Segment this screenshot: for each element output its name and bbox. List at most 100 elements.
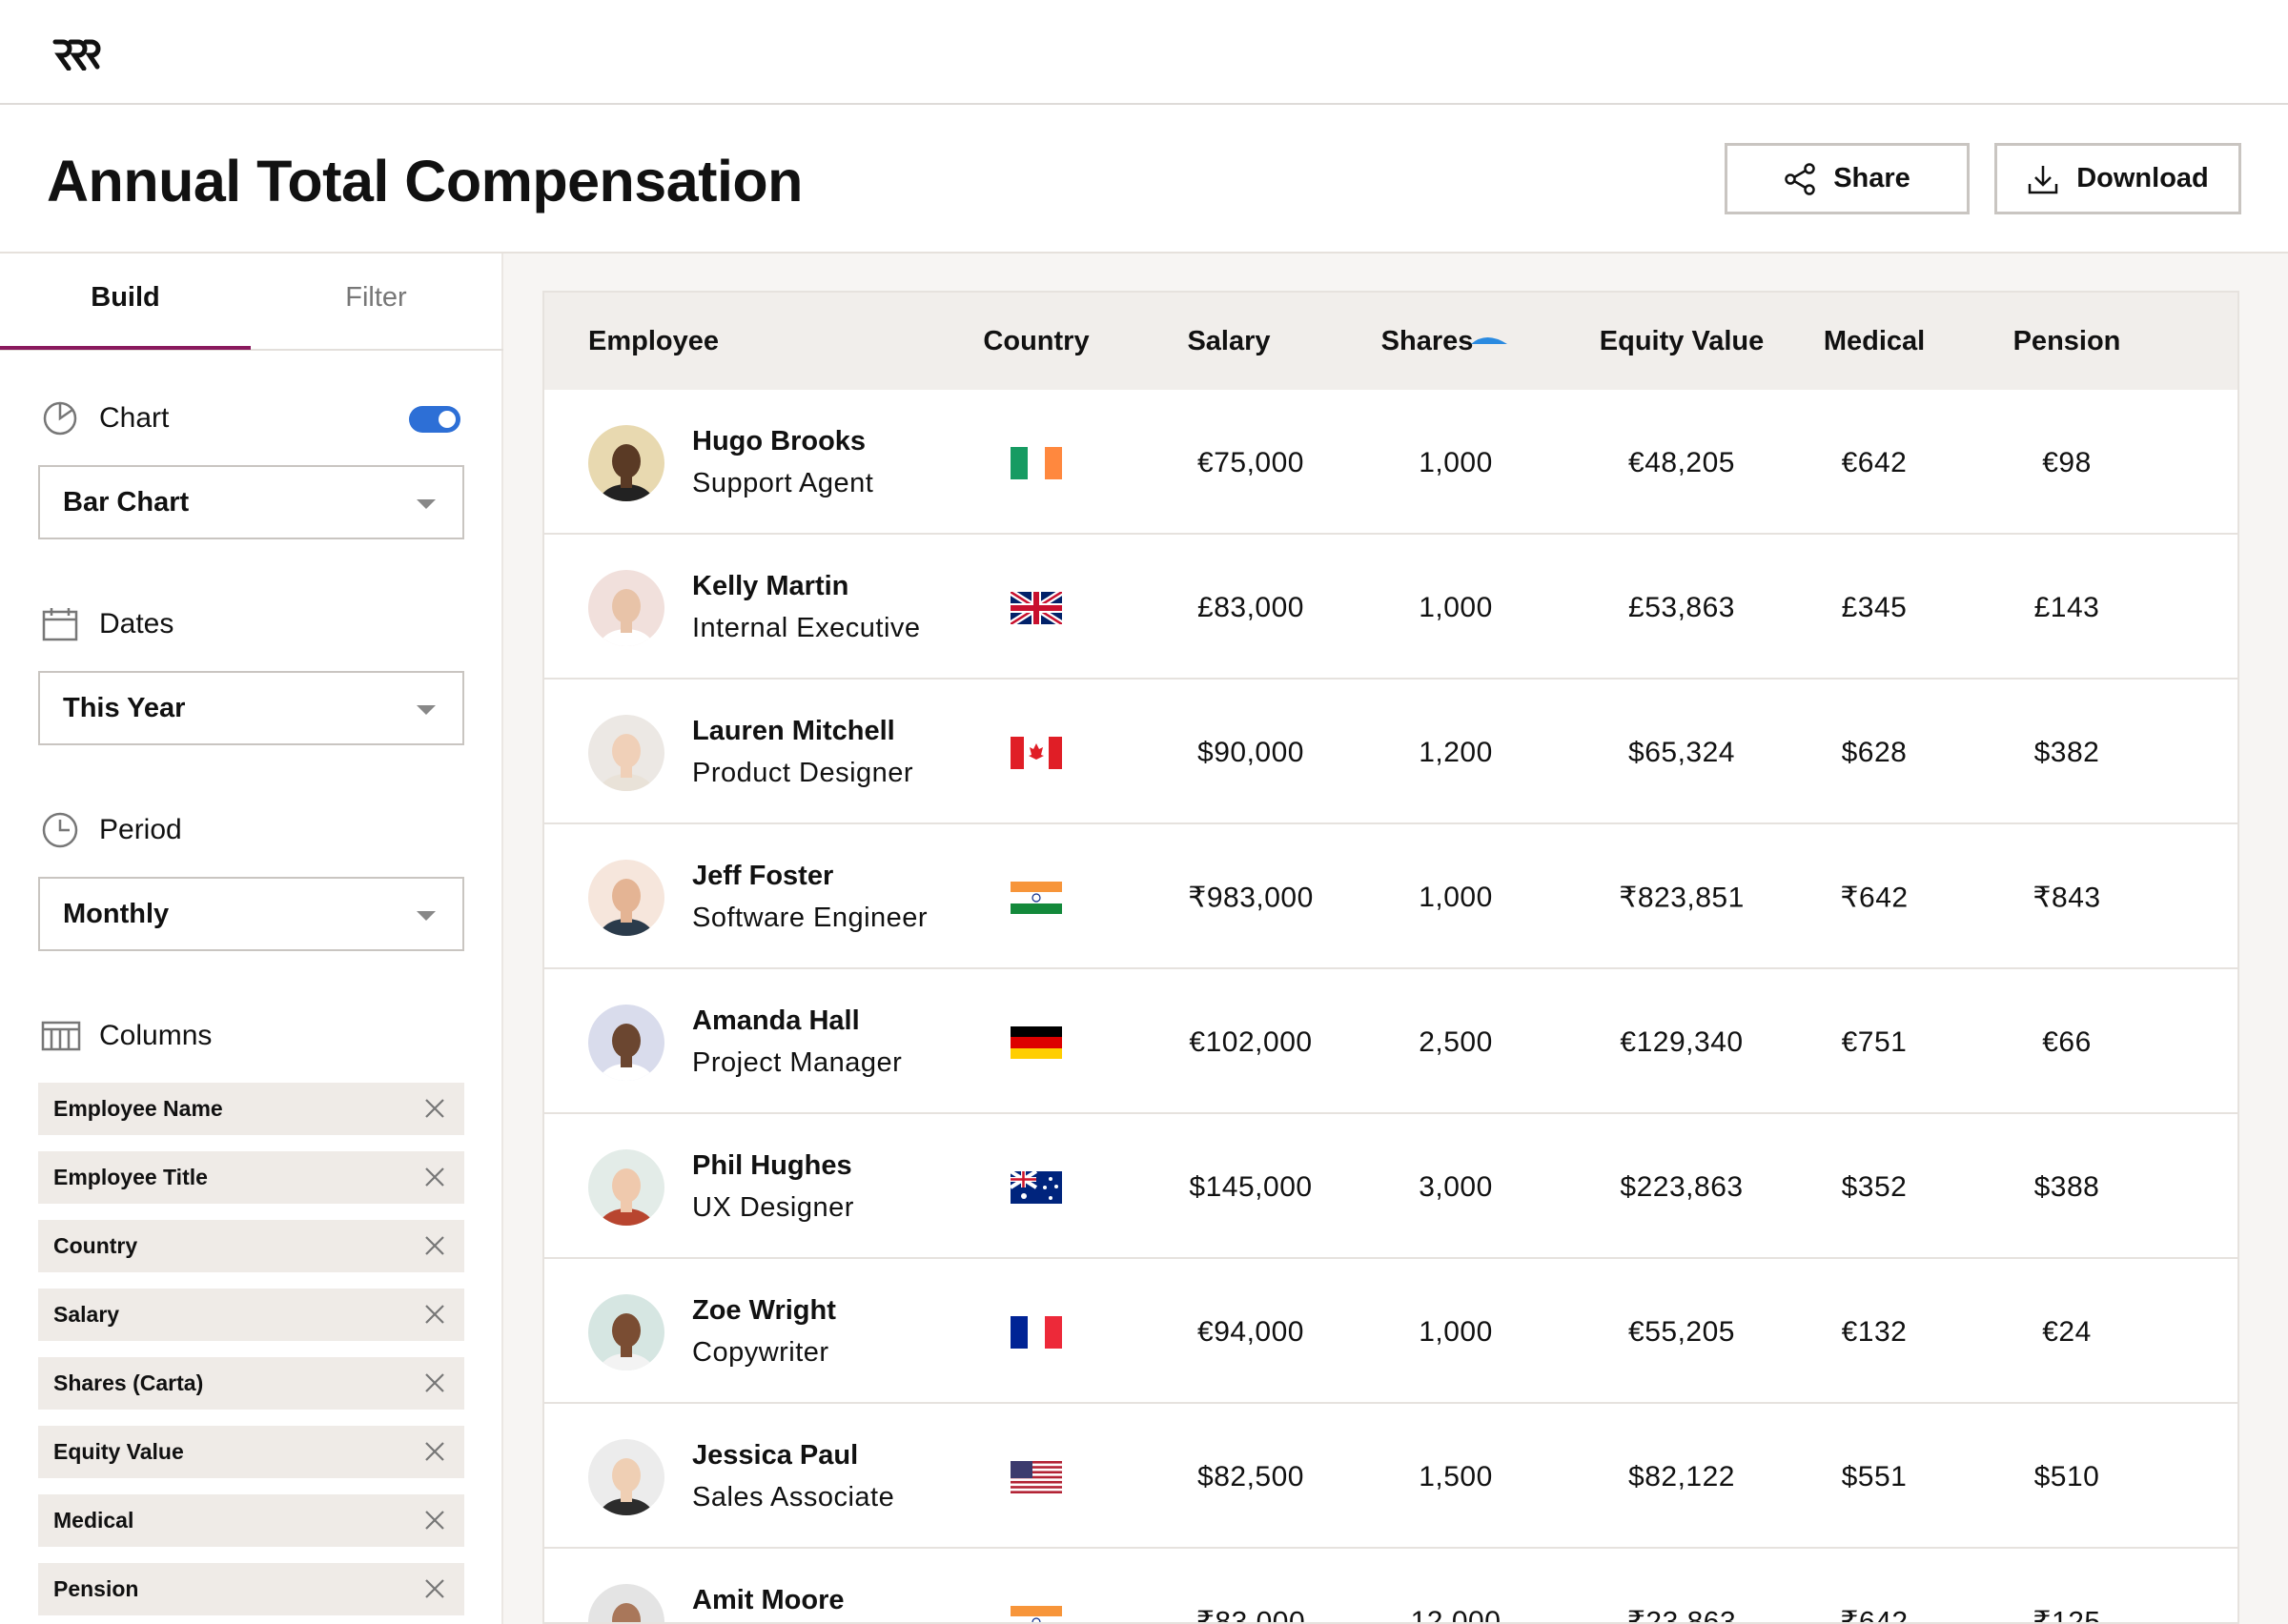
employee-name: Hugo Brooks: [692, 426, 867, 457]
employee-title: Product Designer: [692, 758, 914, 788]
column-header[interactable]: Pension: [2012, 326, 2121, 356]
employee-title: Project Manager: [692, 1047, 903, 1078]
avatar: [588, 715, 664, 796]
column-header[interactable]: Employee: [588, 326, 719, 356]
employee-title: Copywriter: [692, 1337, 829, 1368]
tab-filter[interactable]: Filter: [345, 282, 407, 313]
page-title: Annual Total Compensation: [47, 149, 803, 213]
table-row[interactable]: Jessica Paul Sales Associate $82,500 1,500 $…: [544, 1404, 2237, 1549]
tab-divider: [0, 349, 503, 351]
flag: [1011, 1606, 1062, 1622]
table-row[interactable]: Zoe Wright Copywriter €94,000 1,000 €55,205 €…: [544, 1259, 2237, 1404]
column-header[interactable]: Shares: [1380, 326, 1474, 356]
flag: [1011, 447, 1062, 479]
cell-shares: 1,200: [1419, 737, 1493, 768]
logo[interactable]: [51, 38, 101, 71]
cell-pension: ₹125: [2033, 1606, 2101, 1624]
chip-remove[interactable]: [424, 1510, 445, 1531]
column-chip: Equity Value: [38, 1426, 464, 1478]
avatar: [588, 860, 664, 941]
cell-equity: $65,324: [1628, 737, 1735, 768]
avatar-image: [588, 715, 664, 791]
cell-medical: ₹642: [1840, 882, 1909, 914]
employee-title: Support Agent: [692, 468, 874, 498]
cell-shares: 2,500: [1419, 1026, 1493, 1058]
dropdown-value: Bar Chart: [63, 486, 190, 518]
column-header[interactable]: Equity Value: [1599, 326, 1765, 356]
cell-salary: ₹983,000: [1188, 882, 1314, 914]
cell-pension: $382: [2033, 737, 2100, 768]
employee-name: Amanda Hall: [692, 1005, 860, 1036]
chip-label: Pension: [53, 1576, 139, 1601]
cell-medical: ₹642: [1840, 1606, 1909, 1624]
caret: [417, 911, 436, 921]
tab-build[interactable]: Build: [91, 282, 160, 313]
cell-salary: €75,000: [1197, 447, 1304, 478]
avatar-image: [588, 1005, 664, 1081]
cell-shares: 1,000: [1419, 1316, 1493, 1348]
column-header[interactable]: Medical: [1823, 326, 1926, 356]
country-flag: [1011, 1606, 1062, 1622]
column-header[interactable]: Country: [983, 326, 1090, 356]
chart-dropdown[interactable]: Bar Chart: [38, 465, 464, 539]
cell-medical: $628: [1841, 737, 1908, 768]
x-icon: [425, 1236, 444, 1255]
avatar: [588, 570, 664, 651]
avatar-image: [588, 1294, 664, 1370]
cell-shares: 12,000: [1410, 1606, 1502, 1624]
chip-remove[interactable]: [424, 1578, 445, 1599]
sort-indicator: [1469, 335, 1509, 353]
chip-remove[interactable]: [424, 1441, 445, 1462]
column-chip: Salary: [38, 1289, 464, 1341]
download-label: Download: [2076, 163, 2209, 193]
country-flag: [1011, 1461, 1062, 1498]
chip-label: Employee Title: [53, 1165, 208, 1189]
cell-salary: $90,000: [1197, 737, 1304, 768]
section-label: Chart: [99, 402, 170, 434]
chip-remove[interactable]: [424, 1098, 445, 1119]
table-row[interactable]: Amit Moore ₹83,000 12,000 ₹23,863 ₹642 ₹125: [544, 1549, 2237, 1624]
flag: [1009, 589, 1064, 627]
x-icon: [425, 1442, 444, 1461]
cell-shares: 1,000: [1419, 592, 1493, 623]
avatar: [588, 1149, 664, 1230]
flag: [1011, 882, 1062, 914]
column-header[interactable]: Salary: [1187, 326, 1271, 356]
column-chip: Pension: [38, 1563, 464, 1615]
cell-pension: £143: [2033, 592, 2100, 623]
employee-name: Jeff Foster: [692, 861, 834, 891]
table-row[interactable]: Kelly Martin Internal Executive £83,000 1,0…: [544, 535, 2237, 680]
share-button[interactable]: Share: [1725, 143, 1970, 214]
avatar-image: [588, 425, 664, 501]
chip-remove[interactable]: [424, 1372, 445, 1393]
column-chip: Medical: [38, 1494, 464, 1547]
cell-shares: 1,000: [1419, 882, 1493, 913]
cell-medical: €132: [1841, 1316, 1908, 1348]
download-button[interactable]: Download: [1994, 143, 2241, 214]
avatar-image: [588, 860, 664, 936]
table-row[interactable]: Hugo Brooks Support Agent €75,000 1,000 €48,…: [544, 390, 2237, 535]
dates-dropdown[interactable]: This Year: [38, 671, 464, 745]
cell-shares: 3,000: [1419, 1171, 1493, 1203]
avatar: [588, 425, 664, 506]
country-flag: [1009, 1169, 1062, 1208]
cell-equity: €55,205: [1628, 1316, 1735, 1348]
table-row[interactable]: Lauren Mitchell Product Designer $90,000 1,…: [544, 680, 2237, 824]
table-row[interactable]: Phil Hughes UX Designer $145,000 3,000 $223,…: [544, 1114, 2237, 1259]
chip-label: Employee Name: [53, 1096, 223, 1121]
section-label: Dates: [99, 608, 174, 639]
chart-toggle[interactable]: [409, 406, 460, 433]
table-row[interactable]: Jeff Foster Software Engineer ₹983,000 1,00…: [544, 824, 2237, 969]
cell-equity: £53,863: [1628, 592, 1735, 623]
cell-shares: 1,500: [1419, 1461, 1493, 1492]
chip-remove[interactable]: [424, 1304, 445, 1325]
period-dropdown[interactable]: Monthly: [38, 877, 464, 951]
chip-remove[interactable]: [424, 1167, 445, 1188]
sort-icon: [1471, 337, 1507, 344]
dropdown-value: This Year: [63, 692, 186, 723]
table-row[interactable]: Amanda Hall Project Manager €102,000 2,500 €…: [544, 969, 2237, 1114]
chart-icon: [43, 401, 77, 436]
chip-remove[interactable]: [424, 1235, 445, 1256]
cell-salary: ₹83,000: [1195, 1606, 1306, 1624]
